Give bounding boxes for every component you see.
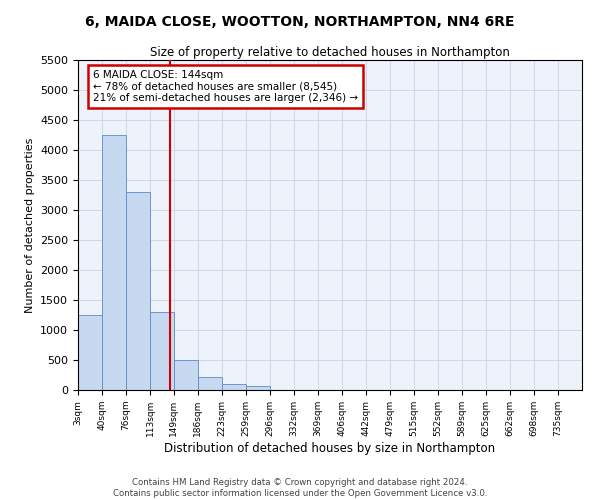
Bar [126,192,150,390]
X-axis label: Distribution of detached houses by size in Northampton: Distribution of detached houses by size … [164,442,496,454]
Text: Contains HM Land Registry data © Crown copyright and database right 2024.
Contai: Contains HM Land Registry data © Crown c… [113,478,487,498]
Text: 6 MAIDA CLOSE: 144sqm
← 78% of detached houses are smaller (8,545)
21% of semi-d: 6 MAIDA CLOSE: 144sqm ← 78% of detached … [93,70,358,103]
Bar [78,315,102,390]
Bar [102,135,127,390]
Title: Size of property relative to detached houses in Northampton: Size of property relative to detached ho… [150,46,510,59]
Bar [246,386,270,390]
Text: 6, MAIDA CLOSE, WOOTTON, NORTHAMPTON, NN4 6RE: 6, MAIDA CLOSE, WOOTTON, NORTHAMPTON, NN… [85,15,515,29]
Y-axis label: Number of detached properties: Number of detached properties [25,138,35,312]
Bar [198,376,222,390]
Bar [150,312,175,390]
Bar [173,360,198,390]
Bar [222,384,247,390]
